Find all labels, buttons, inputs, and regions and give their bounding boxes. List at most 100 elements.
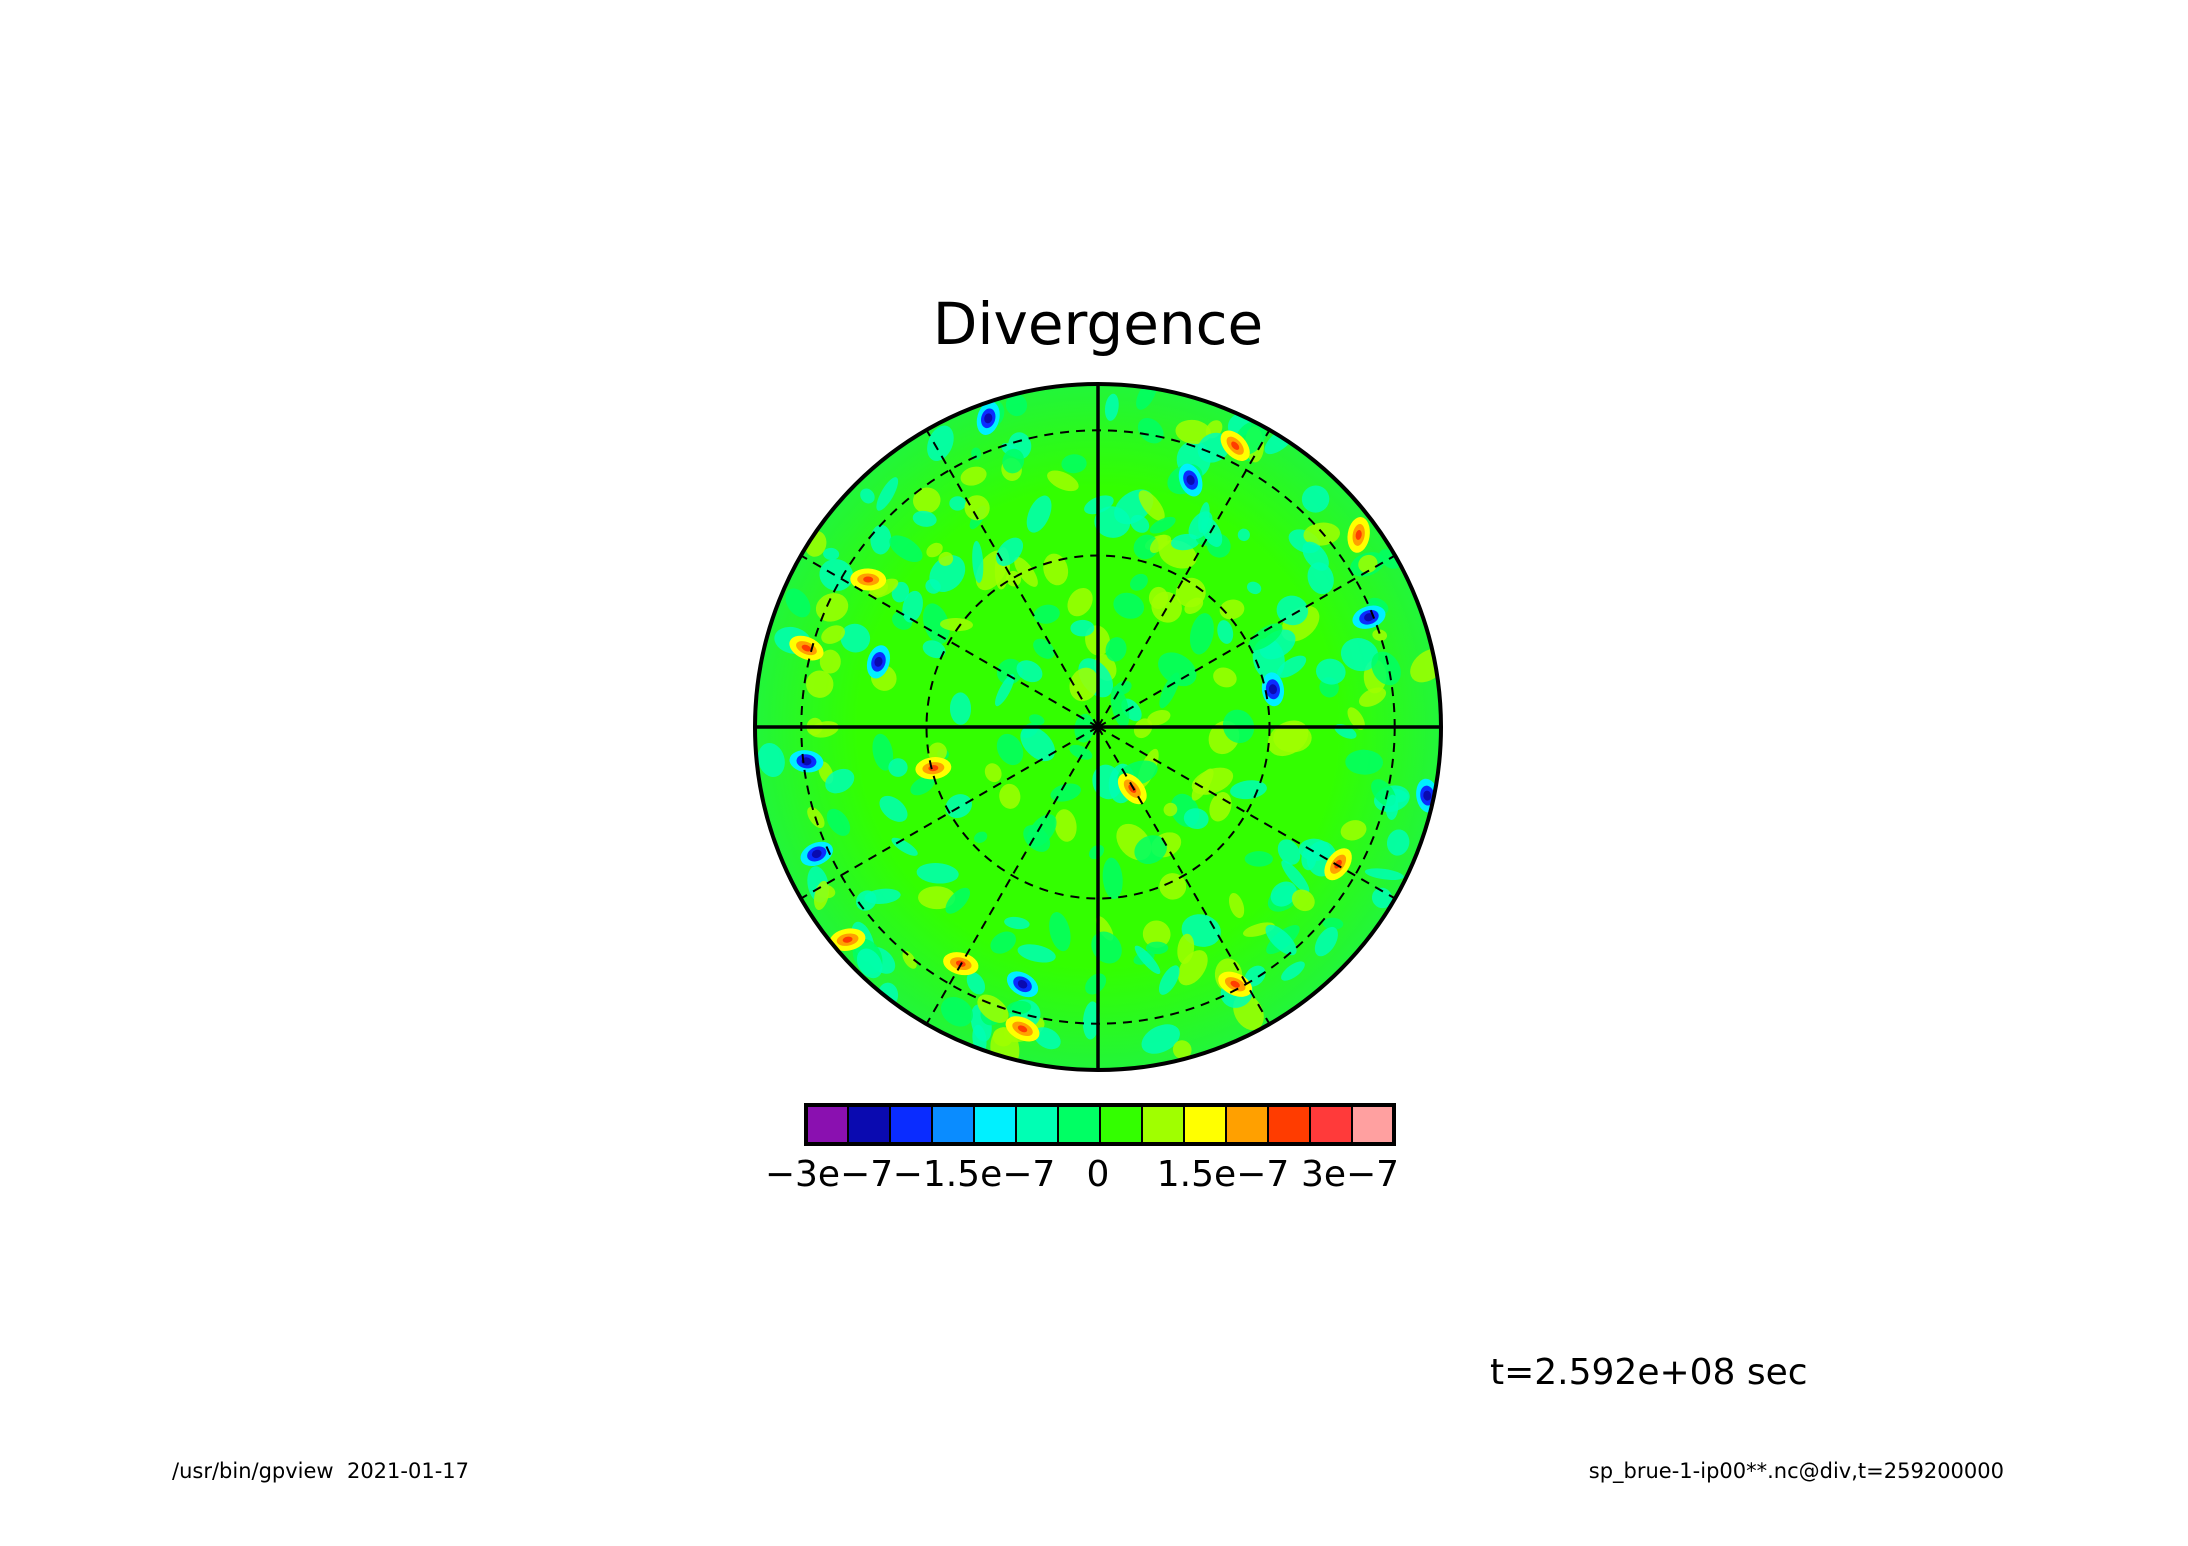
field-patch	[825, 768, 855, 794]
field-patch	[1004, 916, 1030, 930]
field-patch	[785, 588, 811, 618]
field-patch	[1147, 709, 1171, 726]
field-patch	[872, 733, 894, 771]
negative-anomaly	[1268, 684, 1277, 695]
field-patch	[1002, 448, 1025, 474]
field-patch	[1371, 651, 1401, 686]
field-patch	[974, 831, 988, 843]
divergence-field	[757, 384, 1441, 1070]
colorbar-tick-label: −1.5e−7	[893, 1154, 1056, 1195]
field-patch	[1177, 933, 1195, 964]
colorbar-tick-label: 1.5e−7	[1157, 1154, 1289, 1195]
colorbar-swatch	[973, 1104, 1017, 1145]
field-patch	[757, 742, 785, 777]
colorbar-swatch	[1015, 1104, 1059, 1145]
field-patch	[1209, 792, 1232, 822]
field-patch	[1142, 920, 1171, 948]
colorbar-tick-labels: −3e−7 −1.5e−7 0 1.5e−7 3e−7	[765, 1154, 1399, 1195]
field-patch	[1189, 613, 1214, 655]
field-patch	[1372, 629, 1388, 641]
field-patch	[1158, 652, 1197, 687]
field-patch	[1322, 917, 1344, 930]
map-border	[753, 382, 1443, 1072]
colorbar-swatch	[1225, 1104, 1269, 1145]
graticule	[755, 384, 1441, 1070]
field-patch	[1345, 749, 1384, 775]
negative-anomaly	[811, 849, 822, 859]
time-label: t=2.592e+08 sec	[1490, 1352, 1808, 1393]
field-patch	[1014, 556, 1038, 587]
field-patch	[1017, 944, 1056, 963]
field-patch	[823, 547, 840, 561]
field-patch	[1020, 726, 1056, 762]
field-patch	[995, 674, 1015, 707]
field-patch	[1219, 599, 1245, 620]
field-patch	[864, 888, 901, 905]
colorbar-swatch	[1183, 1104, 1227, 1145]
field-patch	[876, 477, 899, 511]
field-patch	[912, 510, 937, 527]
field-patch	[1067, 587, 1093, 617]
field-patch	[972, 540, 984, 584]
field-patch	[1175, 419, 1212, 445]
field-patch	[1159, 672, 1180, 709]
field-patch	[1358, 554, 1378, 573]
field-patch	[1364, 868, 1404, 880]
field-patch	[992, 1027, 1013, 1047]
field-patch	[1184, 597, 1204, 614]
field-patch	[925, 579, 941, 594]
field-patch	[1005, 393, 1028, 417]
field-patch	[870, 524, 892, 555]
positive-anomaly	[863, 576, 874, 583]
field-patch	[819, 649, 841, 674]
positive-anomaly	[801, 644, 812, 652]
field-patch	[1276, 595, 1309, 626]
field-patch	[1347, 707, 1365, 730]
field-patch	[949, 692, 972, 725]
field-patch	[1298, 838, 1331, 861]
field-patch	[1385, 794, 1399, 820]
field-patch	[1386, 829, 1410, 856]
field-patch	[1138, 490, 1165, 521]
field-patch	[1102, 857, 1123, 900]
field-patch	[1163, 802, 1178, 817]
positive-anomaly	[1230, 980, 1240, 988]
field-patch	[1267, 720, 1309, 757]
field-patch	[1149, 534, 1168, 554]
field-patch	[889, 535, 923, 563]
field-patch	[1049, 912, 1071, 952]
field-patch	[1358, 687, 1387, 707]
colorbar-swatch	[1099, 1104, 1143, 1145]
field-patch	[856, 948, 883, 979]
field-patch	[1314, 926, 1338, 957]
field-patch	[996, 658, 1023, 685]
field-patch	[910, 776, 935, 796]
negative-anomaly	[1364, 613, 1374, 622]
field-patch	[960, 466, 987, 486]
field-patch	[984, 763, 1002, 783]
field-patch	[902, 950, 917, 969]
field-patch	[1151, 591, 1182, 623]
field-patch	[1183, 808, 1209, 830]
field-patch	[1303, 522, 1341, 546]
field-patch	[927, 425, 954, 462]
field-patch	[1340, 820, 1367, 841]
field-patch	[1070, 619, 1095, 637]
field-patch	[1302, 541, 1329, 571]
field-patch	[1291, 889, 1315, 912]
field-patch	[1026, 495, 1052, 533]
field-patch	[879, 795, 908, 822]
field-patch	[966, 972, 986, 995]
field-patch	[840, 623, 871, 653]
field-patch	[1054, 809, 1077, 842]
field-patch	[1069, 667, 1099, 702]
field-patch	[1340, 638, 1379, 672]
field-patch	[1276, 655, 1307, 678]
field-patch	[964, 495, 990, 521]
field-patch	[1244, 851, 1273, 867]
field-patch	[1016, 660, 1043, 683]
field-patch	[902, 590, 923, 623]
colorbar-swatch	[1309, 1104, 1353, 1145]
field-patch	[939, 618, 973, 632]
